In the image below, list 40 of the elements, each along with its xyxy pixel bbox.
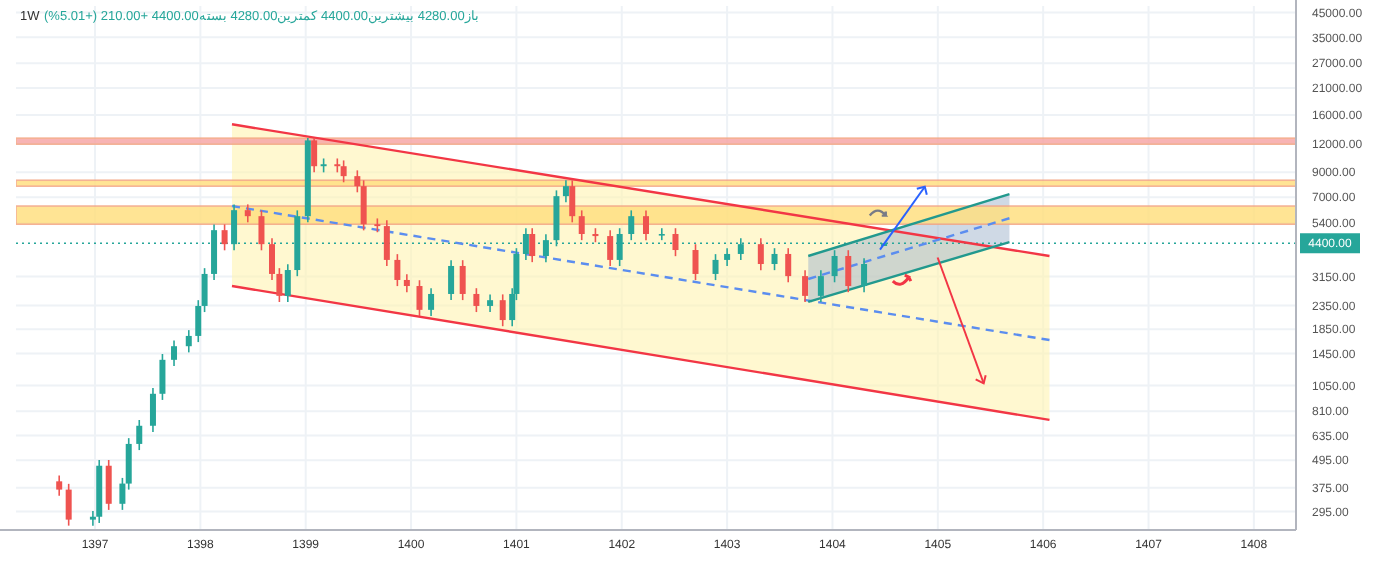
candlestick: [311, 137, 318, 174]
candlestick: [831, 249, 838, 284]
candlestick: [448, 259, 455, 301]
candlestick: [394, 253, 401, 287]
candlestick: [428, 287, 435, 317]
candlestick: [136, 419, 143, 451]
candlestick: [578, 209, 585, 241]
candlestick: [845, 249, 852, 293]
candlestick: [221, 223, 228, 252]
candlestick: [562, 179, 569, 204]
candlestick: [771, 247, 778, 271]
candlestick: [340, 159, 347, 184]
candlestick: [383, 219, 390, 267]
candlestick: [185, 329, 192, 354]
candlestick: [712, 253, 719, 281]
candlestick: [459, 259, 466, 301]
candlestick: [569, 179, 576, 224]
candlestick: [607, 229, 614, 267]
candlestick: [672, 227, 679, 257]
candlestick: [861, 257, 868, 293]
candlestick: [416, 279, 423, 317]
candlestick: [159, 353, 166, 401]
candlestick: [65, 483, 72, 527]
candlestick: [56, 474, 63, 497]
candlestick: [284, 263, 291, 303]
candlestick: [817, 269, 824, 303]
candlestick: [658, 227, 665, 241]
candlestick: [258, 209, 265, 252]
candlestick: [105, 459, 112, 511]
candlestick: [642, 209, 649, 241]
candlestick: [149, 387, 156, 433]
candlestick: [473, 287, 480, 313]
candlestick: [499, 293, 506, 328]
candlestick: [171, 339, 178, 367]
candlestick: [785, 247, 792, 284]
candlestick: [757, 237, 764, 271]
candlestick: [802, 269, 809, 303]
candlestick: [529, 227, 536, 263]
candlestick: [628, 209, 635, 241]
candlestick: [692, 243, 699, 281]
